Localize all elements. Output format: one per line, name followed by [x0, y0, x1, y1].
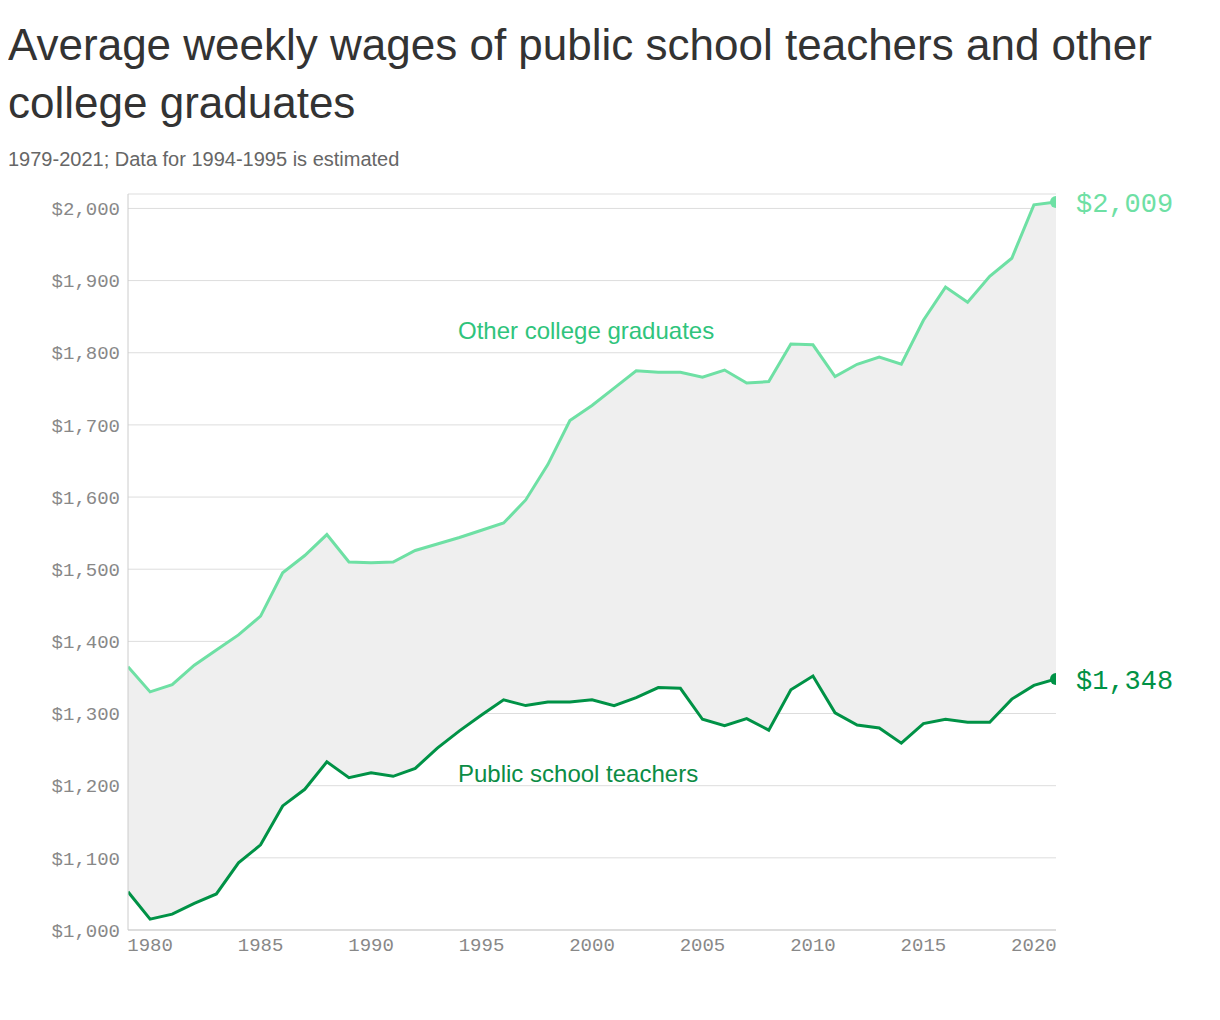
svg-text:$1,600: $1,600	[52, 488, 120, 510]
svg-text:$1,000: $1,000	[52, 921, 120, 943]
svg-text:$1,348: $1,348	[1076, 667, 1173, 697]
svg-text:2005: 2005	[680, 935, 726, 957]
svg-text:1990: 1990	[348, 935, 394, 957]
svg-text:$1,700: $1,700	[52, 416, 120, 438]
svg-text:$1,200: $1,200	[52, 776, 120, 798]
svg-text:$1,900: $1,900	[52, 271, 120, 293]
svg-text:2000: 2000	[569, 935, 615, 957]
svg-text:1980: 1980	[127, 935, 173, 957]
svg-text:2020: 2020	[1011, 935, 1057, 957]
svg-text:$1,300: $1,300	[52, 704, 120, 726]
svg-text:2015: 2015	[901, 935, 947, 957]
svg-text:1985: 1985	[238, 935, 284, 957]
html-text:Public school teachers: Public school teachers	[458, 760, 699, 787]
svg-text:$1,100: $1,100	[52, 849, 120, 871]
svg-text:$1,800: $1,800	[52, 343, 120, 365]
svg-text:2010: 2010	[790, 935, 836, 957]
svg-text:$2,000: $2,000	[52, 199, 120, 221]
svg-text:$1,400: $1,400	[52, 632, 120, 654]
svg-text:$2,009: $2,009	[1076, 190, 1173, 220]
html-text:1979-2021; Data for 1994-1995: 1979-2021; Data for 1994-1995 is estimat…	[8, 148, 400, 170]
svg-text:1995: 1995	[459, 935, 505, 957]
html-text:Other college graduates: Other college graduates	[458, 317, 715, 344]
svg-text:$1,500: $1,500	[52, 560, 120, 582]
html-text:Average weekly wages of public: Average weekly wages of public school te…	[8, 20, 1152, 127]
